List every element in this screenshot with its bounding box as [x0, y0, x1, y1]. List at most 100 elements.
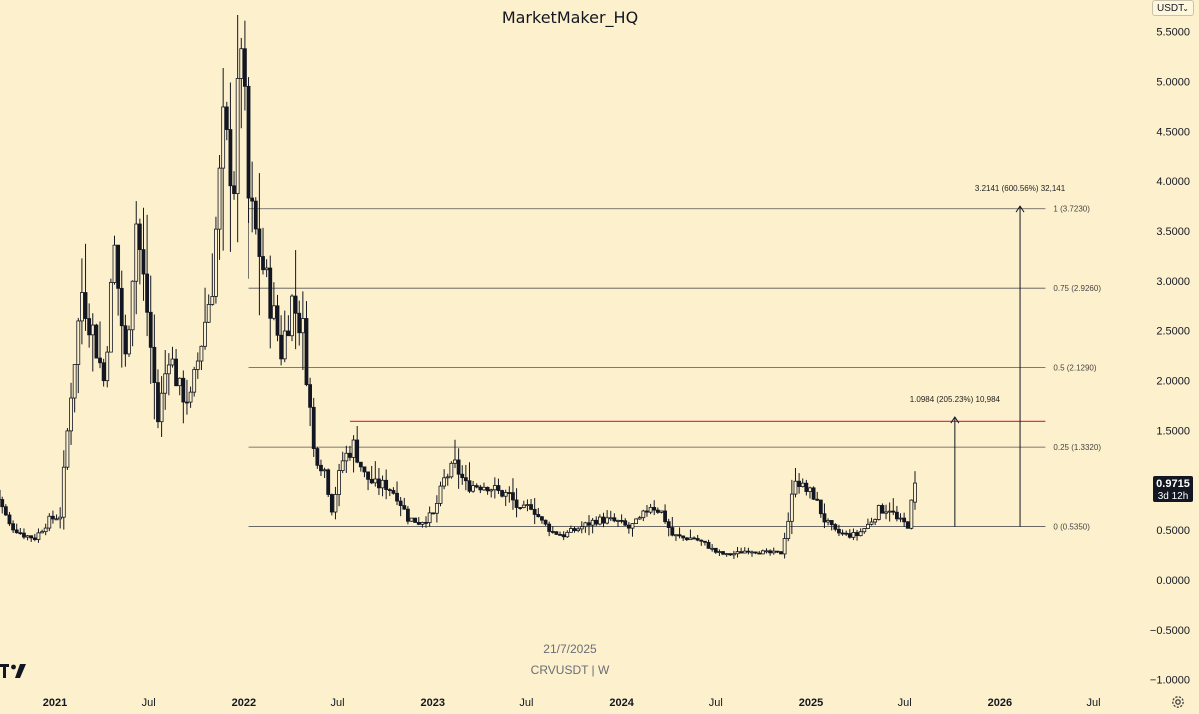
candle-body	[913, 482, 917, 503]
candle-body	[492, 485, 497, 491]
gear-icon[interactable]	[1170, 694, 1186, 710]
currency-label: USDT	[1157, 3, 1185, 14]
tradingview-logo-icon[interactable]	[0, 664, 26, 678]
candle-body	[558, 533, 562, 536]
candle-body	[894, 511, 899, 520]
current-date-label: 21/7/2025	[543, 642, 597, 656]
candle-body	[579, 526, 584, 530]
candle-body	[315, 448, 320, 466]
candle-body	[731, 553, 736, 556]
candle-body	[637, 517, 642, 520]
x-tick-label: 2022	[232, 697, 256, 709]
candle-body	[108, 282, 113, 353]
candle-body	[402, 505, 407, 510]
candle-body	[608, 517, 613, 520]
candle-body	[717, 551, 722, 553]
candle-body	[471, 485, 476, 492]
time-axis[interactable]: 2021 Jul 2022 Jul 2023 Jul 2024 Jul 2025 Jul 2026 J…	[43, 697, 1101, 709]
candle-body	[163, 373, 168, 394]
candle-body	[688, 537, 693, 541]
candle-body	[453, 459, 457, 464]
candle-body	[384, 479, 389, 490]
y-tick-label: 1.5000	[1156, 425, 1190, 437]
candle-body	[101, 362, 106, 382]
candle-body	[844, 532, 849, 535]
candle-body	[786, 520, 791, 539]
candle-body	[460, 473, 465, 479]
candle-body	[311, 406, 316, 449]
candle-body	[362, 466, 367, 473]
candle-body	[757, 552, 762, 555]
candle-body	[764, 550, 769, 553]
candle-body	[275, 305, 280, 336]
candle-body	[847, 533, 852, 538]
candle-body	[489, 489, 494, 492]
candle-body	[427, 512, 432, 524]
bar-countdown: 3d 12h	[1158, 491, 1189, 502]
fib-level-label: 0.25 (1.3320)	[1053, 443, 1101, 452]
candle-body	[253, 200, 258, 230]
candle-body	[663, 510, 667, 523]
chevron-down-icon: ⌄	[1182, 4, 1189, 13]
candle-body	[511, 492, 515, 501]
candle-body	[655, 509, 660, 513]
candle-body	[902, 517, 907, 523]
candle-body	[456, 459, 461, 475]
x-tick-label: Jul	[330, 697, 344, 709]
candle-body	[14, 529, 19, 534]
candle-body	[866, 523, 870, 529]
projection-arrows[interactable]: 1.0984 (205.23%) 10,984 3.2141 (600.56%) …	[910, 184, 1066, 527]
y-tick-label: 5.0000	[1156, 76, 1190, 88]
candle-body	[239, 48, 244, 79]
candle-body	[123, 325, 128, 355]
candle-body	[862, 528, 867, 533]
candle-body	[713, 547, 718, 553]
candle-body	[340, 460, 345, 471]
price-axis[interactable]: 5.5000 5.0000 4.5000 4.0000 3.5000 3.0000 2.50…	[1150, 27, 1190, 687]
candle-body	[297, 312, 302, 334]
candle-body	[630, 523, 635, 529]
candle-body	[112, 244, 117, 283]
candle-body	[185, 401, 189, 404]
candle-body	[434, 503, 439, 514]
x-tick-label: 2023	[420, 697, 444, 709]
candle-body	[7, 514, 12, 525]
fib-level-label: 1 (3.7230)	[1053, 205, 1090, 214]
fib-level-label: 0.5 (2.1290)	[1053, 364, 1096, 373]
candle-body	[521, 504, 526, 508]
candle-body	[90, 324, 95, 336]
candle-body	[543, 519, 548, 525]
candle-body	[195, 360, 200, 370]
candle-body	[478, 486, 483, 491]
candle-body	[485, 486, 490, 492]
candle-body	[739, 551, 744, 554]
candle-body	[228, 129, 233, 187]
candle-body	[561, 534, 566, 538]
candle-body	[826, 520, 830, 523]
candle-body	[36, 532, 41, 540]
candle-body	[348, 452, 352, 458]
candle-body	[282, 330, 287, 360]
candle-body	[659, 510, 664, 513]
currency-selector[interactable]: USDT ⌄	[1152, 0, 1194, 16]
x-tick-label: 2025	[799, 697, 823, 709]
candle-body	[797, 480, 801, 487]
candle-body	[833, 524, 838, 530]
candle-body	[674, 534, 678, 537]
candle-body	[474, 485, 479, 488]
y-tick-label: −1.0000	[1150, 675, 1190, 687]
candle-body	[569, 528, 573, 533]
last-price-badge-bg	[1153, 476, 1193, 502]
candle-body	[271, 305, 276, 319]
candle-body	[137, 223, 142, 250]
candle-body	[22, 532, 26, 538]
candlestick-series	[0, 15, 917, 559]
candle-body	[775, 550, 780, 553]
candle-body	[351, 439, 356, 458]
last-price-badge: 0.9715 3d 12h	[1153, 476, 1193, 502]
candle-body	[83, 292, 88, 319]
y-tick-label: 2.0000	[1156, 376, 1190, 388]
candle-body	[449, 462, 454, 478]
candle-body	[413, 517, 418, 523]
